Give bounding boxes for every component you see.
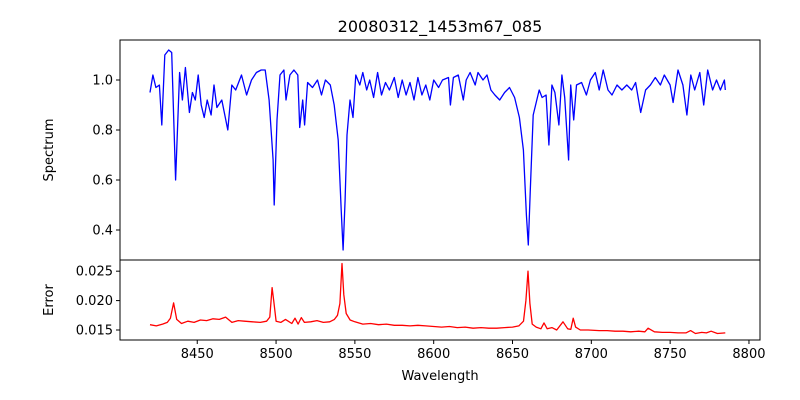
spectrum-line — [149, 49, 726, 251]
y-tick-label: 0.020 — [76, 294, 113, 309]
x-tick-label: 8750 — [654, 347, 687, 362]
y-tick-label: 0.6 — [92, 174, 113, 189]
y-tick-label: 0.8 — [92, 124, 113, 139]
x-tick-label: 8650 — [496, 347, 529, 362]
y-axis-label-error: Error — [42, 284, 57, 316]
x-tick-label: 8800 — [732, 347, 765, 362]
x-axis-label: Wavelength — [401, 369, 478, 384]
error-axes-frame — [119, 259, 761, 341]
x-tick-label: 8700 — [575, 347, 608, 362]
chart-title: 20080312_1453m67_085 — [338, 17, 543, 37]
x-tick-label: 8500 — [260, 347, 293, 362]
x-tick-label: 8550 — [338, 347, 371, 362]
y-tick-label: 0.4 — [92, 224, 113, 239]
y-axis-label-spectrum: Spectrum — [42, 119, 57, 182]
x-tick-label: 8450 — [181, 347, 214, 362]
y-tick-label: 0.015 — [76, 324, 113, 339]
x-tick-label: 8600 — [417, 347, 450, 362]
y-tick-label: 0.025 — [76, 265, 113, 280]
spectrum-axes-frame — [119, 39, 761, 261]
y-tick-label: 1.0 — [92, 74, 113, 89]
error-line — [149, 262, 726, 335]
